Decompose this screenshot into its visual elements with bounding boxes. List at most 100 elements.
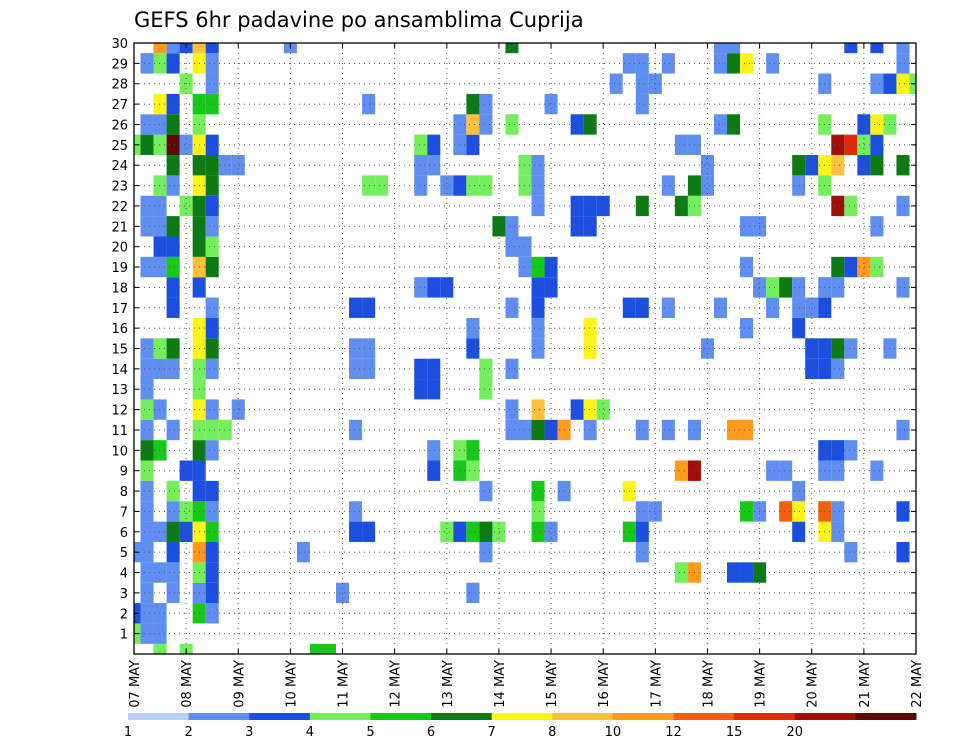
y-tick-label: 19: [111, 261, 128, 276]
y-tick-label: 25: [111, 139, 128, 154]
heatmap-cell: [362, 521, 376, 542]
heatmap-cell: [505, 419, 519, 441]
cells-layer: [134, 43, 916, 654]
heatmap-cell: [766, 53, 780, 74]
heatmap-cell: [583, 338, 597, 359]
heatmap-cell: [831, 195, 845, 217]
heatmap-cell: [635, 73, 649, 94]
heatmap-cell: [831, 134, 845, 156]
heatmap-cell: [427, 460, 441, 481]
heatmap-cell: [140, 623, 154, 644]
heatmap-cell: [218, 419, 232, 441]
heatmap-cell: [153, 114, 167, 135]
heatmap-cell: [466, 134, 480, 156]
heatmap-cell: [153, 134, 167, 156]
colorbar-label: 2: [184, 725, 192, 740]
heatmap-cell: [479, 480, 493, 502]
heatmap-cell: [740, 53, 754, 74]
y-tick-label: 29: [111, 57, 128, 72]
colorbar-label: 4: [306, 725, 314, 740]
y-axis: 1234567891011121314151617181920212223242…: [111, 37, 916, 643]
heatmap-cell: [140, 501, 154, 522]
heatmap-cell: [544, 521, 558, 542]
y-tick-label: 15: [111, 343, 128, 358]
grid-layer: [134, 43, 916, 654]
heatmap-cell: [205, 155, 219, 176]
heatmap-cell: [140, 440, 154, 461]
heatmap-cell: [140, 480, 154, 502]
heatmap-cell: [531, 501, 545, 522]
heatmap-cell: [349, 338, 363, 359]
heatmap-cell: [166, 562, 180, 583]
heatmap-cell: [205, 541, 219, 563]
heatmap-cell: [713, 114, 728, 135]
heatmap-cell: [231, 155, 245, 176]
heatmap-cell: [479, 379, 493, 400]
heatmap-cell: [140, 399, 154, 420]
heatmap-cell: [440, 175, 454, 196]
heatmap-cell: [857, 114, 871, 135]
heatmap-cell: [531, 155, 545, 176]
heatmap-cell: [544, 256, 558, 278]
heatmap-cell: [792, 155, 806, 176]
heatmap-cell: [166, 338, 180, 359]
heatmap-cell: [179, 501, 193, 522]
heatmap-cell: [140, 216, 154, 237]
heatmap-cell: [231, 399, 245, 420]
heatmap-cell: [779, 501, 793, 522]
heatmap-cell: [831, 338, 845, 359]
y-tick-label: 24: [111, 159, 128, 174]
heatmap-cell: [362, 338, 376, 359]
heatmap-cell: [583, 399, 597, 420]
heatmap-cell: [583, 216, 597, 237]
heatmap-cell: [466, 582, 480, 604]
heatmap-cell: [896, 43, 910, 54]
heatmap-cell: [661, 53, 675, 74]
x-tick-label: 10 MAY: [284, 660, 299, 708]
y-tick-label: 7: [120, 505, 128, 520]
heatmap-cell: [205, 562, 219, 583]
heatmap-cell: [205, 419, 219, 441]
heatmap-cell: [153, 195, 167, 217]
heatmap-cell: [492, 216, 506, 237]
colorbar-label: 5: [366, 725, 374, 740]
heatmap-cell: [153, 399, 167, 420]
colorbar-swatch: [491, 713, 553, 720]
heatmap-cell: [609, 73, 623, 94]
x-tick-label: 17 MAY: [649, 660, 664, 708]
heatmap-cell: [205, 358, 219, 380]
colorbar-label: 10: [605, 725, 622, 740]
heatmap-cell: [466, 114, 480, 135]
heatmap-cell: [792, 480, 806, 502]
heatmap-cell: [466, 338, 480, 359]
heatmap-cell: [635, 419, 649, 441]
heatmap-cell: [583, 114, 597, 135]
heatmap-cell: [166, 236, 180, 257]
heatmap-cell: [831, 277, 845, 298]
heatmap-cell: [570, 216, 584, 237]
y-tick-label: 14: [111, 363, 128, 378]
heatmap-cell: [674, 562, 688, 583]
x-tick-label: 13 MAY: [441, 660, 456, 708]
heatmap-cell: [322, 643, 337, 654]
heatmap-cell: [205, 297, 219, 318]
colorbar-label: 3: [245, 725, 253, 740]
heatmap-cell: [792, 175, 806, 196]
heatmap-cell: [844, 541, 858, 563]
heatmap-cell: [492, 521, 506, 542]
heatmap-cell: [166, 358, 180, 380]
heatmap-cell: [766, 277, 780, 298]
heatmap-cell: [166, 480, 180, 502]
heatmap-cell: [505, 236, 519, 257]
heatmap-cell: [635, 53, 649, 74]
heatmap-cell: [674, 195, 688, 217]
heatmap-cell: [648, 501, 662, 522]
heatmap-cell: [544, 419, 558, 441]
heatmap-cell: [661, 297, 675, 318]
heatmap-cell: [140, 562, 154, 583]
heatmap-cell: [166, 256, 180, 278]
heatmap-cell: [179, 134, 193, 156]
heatmap-cell: [870, 73, 884, 94]
heatmap-cell: [870, 155, 884, 176]
heatmap-cell: [727, 562, 741, 583]
